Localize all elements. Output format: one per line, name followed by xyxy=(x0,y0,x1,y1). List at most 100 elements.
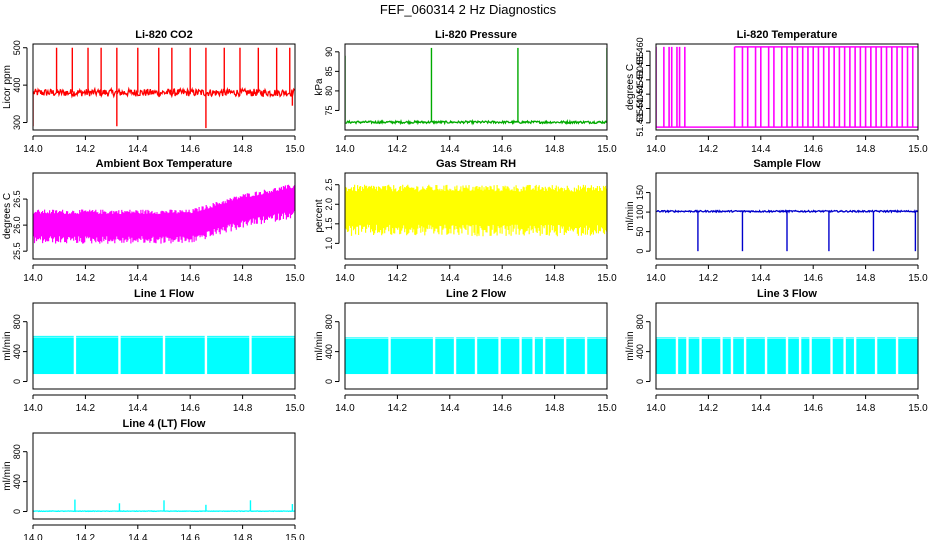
chart-title: Line 4 (LT) Flow xyxy=(123,418,206,430)
x-tick-label: 14.8 xyxy=(545,273,565,284)
x-tick-label: 14.0 xyxy=(646,273,666,284)
y-axis-label: ml/min xyxy=(625,331,636,360)
x-tick-label: 14.6 xyxy=(180,403,200,414)
y-tick-label: 800 xyxy=(12,444,22,459)
oscillation-block xyxy=(165,337,205,375)
x-tick-label: 15.0 xyxy=(285,273,305,284)
series-line3 xyxy=(656,337,918,375)
oscillation-block xyxy=(345,338,389,375)
plot-frame xyxy=(655,302,919,390)
x-tick-label: 14.0 xyxy=(335,403,355,414)
x-tick-label: 14.0 xyxy=(335,273,355,284)
x-tick-label: 14.2 xyxy=(699,273,719,284)
oscillation-block xyxy=(722,338,731,375)
chart-title: Line 2 Flow xyxy=(446,288,506,300)
series-temperature xyxy=(656,46,918,128)
y-axis: 300 400 500 xyxy=(12,40,28,130)
y-tick-label: 800 xyxy=(635,314,645,329)
x-tick-label: 14.8 xyxy=(856,403,876,414)
panel-rh: Gas Stream RH percent 14.0 14.2 14.4 14.6 14.8… xyxy=(314,158,617,284)
oscillation-block xyxy=(656,338,676,375)
y-tick-label: 2.5 xyxy=(324,178,334,191)
series-line1 xyxy=(33,335,295,375)
oscillation-block xyxy=(688,338,700,375)
y-tick-label: 0 xyxy=(12,509,22,514)
x-tick-label: 15.0 xyxy=(908,403,928,414)
oscillation-block xyxy=(856,338,875,375)
y-tick-label: 400 xyxy=(635,344,645,359)
oscillation-block xyxy=(767,338,786,375)
y-tick-label: 75 xyxy=(324,105,334,115)
series-line xyxy=(33,86,295,99)
oscillation-block xyxy=(566,338,585,375)
y-tick-label: 25.5 xyxy=(12,242,22,260)
x-tick-label: 15.0 xyxy=(597,403,617,414)
chart-title: Line 3 Flow xyxy=(757,288,817,300)
x-tick-label: 14.4 xyxy=(440,144,460,155)
oscillation-block xyxy=(251,337,295,375)
y-tick-label: 80 xyxy=(324,86,334,96)
panel-line3: Line 3 Flow ml/min 14.0 14.2 14.4 14.6 14.8 15.… xyxy=(625,288,928,414)
panel-line1: Line 1 Flow ml/min 14.0 14.2 14.4 14.6 14.8 15.… xyxy=(2,288,305,414)
y-axis-label: ml/min xyxy=(2,331,13,360)
series-line xyxy=(345,118,607,126)
oscillation-block xyxy=(801,338,810,375)
y-axis: 0 400 800 xyxy=(635,314,651,384)
x-axis: 14.0 14.2 14.4 14.6 14.8 15.0 xyxy=(23,394,305,414)
x-tick-label: 14.0 xyxy=(23,273,43,284)
y-tick-label: 0 xyxy=(12,379,22,384)
x-tick-label: 14.2 xyxy=(388,144,408,155)
y-tick-label: 1.5 xyxy=(324,218,334,231)
y-tick-label: 51.445 xyxy=(635,80,645,108)
y-tick-label: 90 xyxy=(324,47,334,57)
plot-frame xyxy=(32,432,296,520)
y-tick-label: 51.435 xyxy=(635,109,645,137)
x-tick-label: 14.2 xyxy=(76,273,96,284)
y-axis: 25.5 26.0 26.5 xyxy=(12,190,28,260)
x-tick-label: 14.4 xyxy=(128,533,148,540)
plot-frame xyxy=(344,172,608,260)
y-tick-label: 51.440 xyxy=(635,95,645,123)
y-axis: 0 50 100 150 xyxy=(635,185,651,254)
y-tick-label: 85 xyxy=(324,66,334,76)
series-line2 xyxy=(345,337,607,375)
oscillation-block xyxy=(477,338,499,375)
x-tick-label: 15.0 xyxy=(285,144,305,155)
y-axis-label: ml/min xyxy=(625,201,636,230)
oscillation-block xyxy=(33,337,74,375)
series-sample xyxy=(656,209,918,252)
series-pressure xyxy=(345,47,607,126)
x-axis: 14.0 14.2 14.4 14.6 14.8 15.0 xyxy=(335,264,617,284)
x-tick-label: 14.0 xyxy=(23,533,43,540)
x-axis: 14.0 14.2 14.4 14.6 14.8 15.0 xyxy=(335,394,617,414)
series-rh xyxy=(345,184,607,237)
panel-ambient: Ambient Box Temperature degrees C 14.0 14.2… xyxy=(2,158,305,284)
y-tick-label: 0 xyxy=(324,379,334,384)
x-tick-label: 14.2 xyxy=(388,273,408,284)
y-tick-label: 100 xyxy=(635,205,645,220)
chart-title: Li-820 Pressure xyxy=(435,29,517,41)
y-tick-label: 500 xyxy=(12,40,22,55)
x-axis: 14.0 14.2 14.4 14.6 14.8 15.0 xyxy=(23,524,305,544)
y-tick-label: 800 xyxy=(324,314,334,329)
x-tick-label: 14.4 xyxy=(751,403,771,414)
series-co2 xyxy=(33,47,295,129)
x-tick-label: 14.6 xyxy=(803,403,823,414)
chart-title: Sample Flow xyxy=(753,158,821,170)
y-axis-label: percent xyxy=(314,199,325,233)
oscillation-block xyxy=(545,338,564,375)
plot-frame xyxy=(344,302,608,390)
y-tick-label: 51.455 xyxy=(635,52,645,80)
x-tick-label: 14.8 xyxy=(856,144,876,155)
y-tick-label: 51.450 xyxy=(635,66,645,94)
x-tick-label: 14.4 xyxy=(440,273,460,284)
x-tick-label: 14.2 xyxy=(76,533,96,540)
plot-frame xyxy=(32,43,296,131)
x-tick-label: 14.0 xyxy=(23,144,43,155)
x-axis: 14.0 14.2 14.4 14.6 14.8 15.0 xyxy=(23,264,305,284)
y-axis: 0 400 800 xyxy=(324,314,340,384)
